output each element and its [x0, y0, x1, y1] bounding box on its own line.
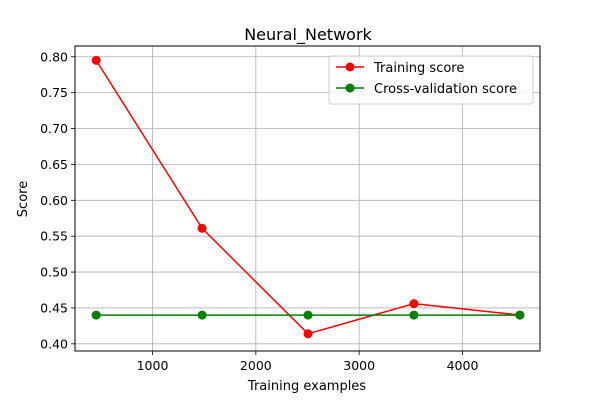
x-tick-label: 1000	[137, 358, 169, 373]
y-tick-label: 0.80	[40, 49, 68, 64]
plot-frame	[74, 45, 541, 352]
data-point-series-0	[303, 329, 313, 339]
x-tick-label: 3000	[343, 358, 375, 373]
data-point-series-1	[197, 310, 207, 320]
legend: Training score Cross-validation score	[328, 55, 534, 105]
x-tick-label: 4000	[447, 358, 479, 373]
legend-box	[328, 55, 534, 105]
chart-title: Neural_Network	[244, 25, 372, 45]
data-point-series-1	[91, 310, 101, 320]
y-tick-label: 0.75	[40, 85, 68, 100]
y-tick-label: 0.45	[40, 300, 68, 315]
data-point-series-1	[409, 310, 419, 320]
series-layer	[91, 55, 525, 339]
y-tick-label: 0.65	[40, 157, 68, 172]
ticks: 1000 2000 3000 4000 0.40 0.45 0.50 0.55 0.60 0.65…	[40, 49, 478, 373]
data-point-series-0	[197, 223, 207, 233]
y-tick-label: 0.55	[40, 229, 68, 244]
x-axis-label: Training examples	[247, 379, 366, 394]
legend-marker-cv	[345, 83, 355, 93]
legend-label-training: Training score	[373, 61, 464, 76]
y-tick-label: 0.40	[40, 336, 68, 351]
data-point-series-0	[91, 55, 101, 65]
data-point-series-0	[409, 299, 419, 309]
y-tick-label: 0.60	[40, 193, 68, 208]
legend-marker-training	[345, 62, 355, 72]
y-axis-label: Score	[16, 181, 31, 217]
data-point-series-1	[515, 310, 525, 320]
y-tick-label: 0.50	[40, 265, 68, 280]
data-point-series-1	[303, 310, 313, 320]
legend-label-cv: Cross-validation score	[374, 82, 517, 97]
x-tick-label: 2000	[240, 358, 272, 373]
y-tick-label: 0.70	[40, 121, 68, 136]
